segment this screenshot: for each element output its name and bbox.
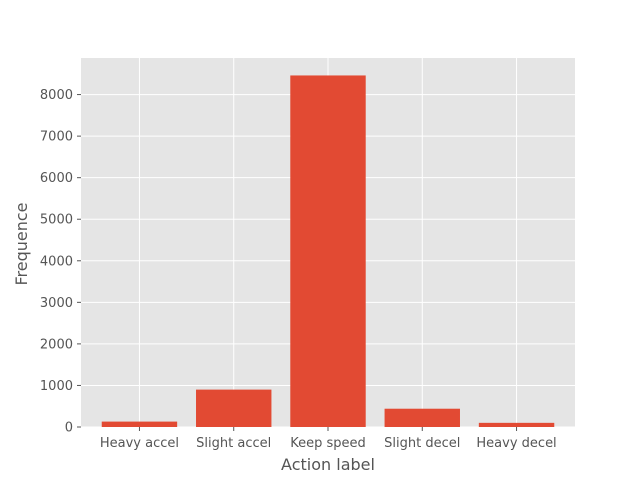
y-tick-label: 6000: [40, 171, 73, 186]
y-tick-label: 8000: [40, 88, 73, 103]
y-tick-label: 0: [65, 421, 73, 436]
x-tick-label: Heavy accel: [100, 436, 179, 451]
x-axis-label: Action label: [281, 455, 375, 474]
bar: [478, 422, 555, 427]
y-tick-label: 3000: [40, 296, 73, 311]
y-tick-label: 7000: [40, 130, 73, 145]
bar: [290, 75, 366, 428]
bar: [384, 408, 460, 427]
x-tick-label: Slight accel: [196, 436, 271, 451]
y-axis-label: Frequence: [12, 202, 31, 285]
x-tick-label: Heavy decel: [476, 436, 556, 451]
x-tick-label: Keep speed: [290, 436, 366, 451]
bar: [101, 421, 178, 427]
bars: [101, 75, 555, 428]
x-tick-labels: Heavy accel Slight accel Keep speed Slight …: [100, 427, 557, 451]
y-tick-labels: 0 1000 2000 3000 4000 5000 6000 7000 8000: [40, 88, 81, 436]
bar: [196, 389, 272, 427]
x-tick-label: Slight decel: [384, 436, 460, 451]
y-tick-label: 5000: [40, 213, 73, 228]
y-tick-label: 4000: [40, 254, 73, 269]
y-tick-label: 1000: [40, 379, 73, 394]
y-tick-label: 2000: [40, 337, 73, 352]
